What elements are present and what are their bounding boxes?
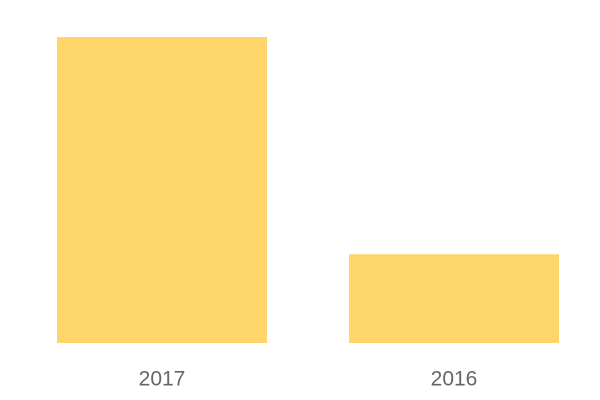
bar — [57, 37, 267, 343]
x-tick-label: 2017 — [139, 368, 186, 391]
x-tick-label: 2016 — [431, 368, 478, 391]
bar — [349, 254, 559, 343]
